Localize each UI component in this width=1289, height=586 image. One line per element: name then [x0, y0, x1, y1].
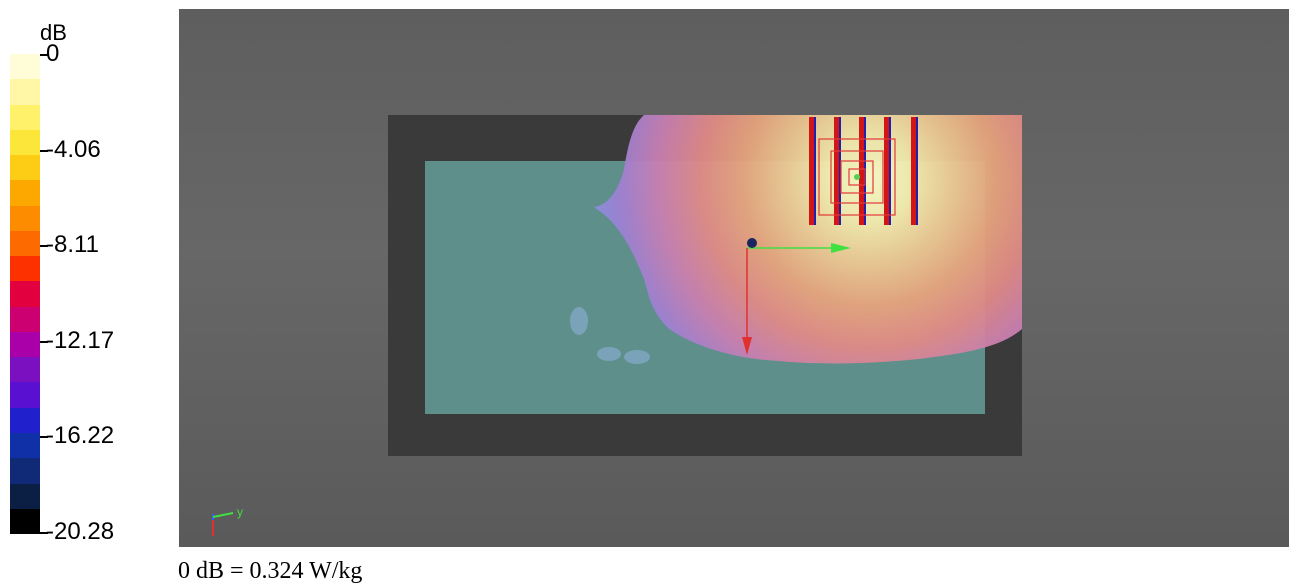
- sar-scene: y: [212, 115, 1022, 536]
- legend-swatch: [10, 458, 40, 484]
- legend-swatch: [10, 331, 40, 358]
- peak-zoom-squares: [818, 138, 896, 216]
- legend-tick-label: 0: [46, 40, 60, 67]
- legend-tick-label: -8.11: [46, 231, 99, 259]
- legend-tick-label: -12.17: [46, 326, 115, 354]
- reference-caption: 0 dB = 0.324 W/kg: [178, 558, 363, 584]
- legend-swatch: [10, 180, 40, 206]
- legend-swatch: [10, 54, 40, 80]
- sar-3d-viewport[interactable]: y: [179, 9, 1289, 547]
- legend-swatch: [10, 281, 40, 307]
- sar-spot: [570, 307, 588, 335]
- legend-unit-label: dB: [40, 20, 67, 45]
- legend-swatch: [10, 306, 40, 332]
- legend-swatch: [10, 230, 40, 257]
- legend-swatch: [10, 256, 40, 282]
- legend-tick-mark: [40, 54, 48, 56]
- orientation-triad: y: [212, 505, 243, 536]
- legend-tick-label: -20.28: [46, 518, 115, 545]
- legend-tick-mark: [40, 436, 48, 439]
- sar-spot: [624, 350, 650, 364]
- color-legend: dB 0 -4.06 -8.11 -12.17 -16.22 -20.28: [0, 0, 175, 560]
- legend-swatch: [10, 483, 40, 509]
- legend-swatch: [10, 407, 40, 433]
- origin-axes: [742, 238, 851, 355]
- legend-tick-mark: [40, 532, 48, 534]
- legend-swatch: [10, 432, 40, 459]
- legend-tick-mark: [40, 149, 48, 152]
- legend-swatch: [10, 79, 40, 105]
- legend-swatch: [10, 129, 40, 156]
- legend-tick-mark: [40, 245, 48, 248]
- legend-swatch: [10, 155, 40, 181]
- legend-swatch: [10, 205, 40, 231]
- triad-y-label: y: [237, 505, 243, 519]
- legend-tick-mark: [40, 340, 48, 343]
- legend-swatch: [10, 382, 40, 408]
- sar-spot: [597, 347, 621, 361]
- legend-color-bar: [10, 54, 40, 535]
- legend-tick-label: -4.06: [46, 135, 101, 163]
- legend-swatch: [10, 104, 40, 130]
- legend-swatch: [10, 357, 40, 383]
- legend-swatch: [10, 508, 40, 535]
- legend-tick-label: -16.22: [46, 422, 115, 450]
- peak-marker: [854, 174, 860, 180]
